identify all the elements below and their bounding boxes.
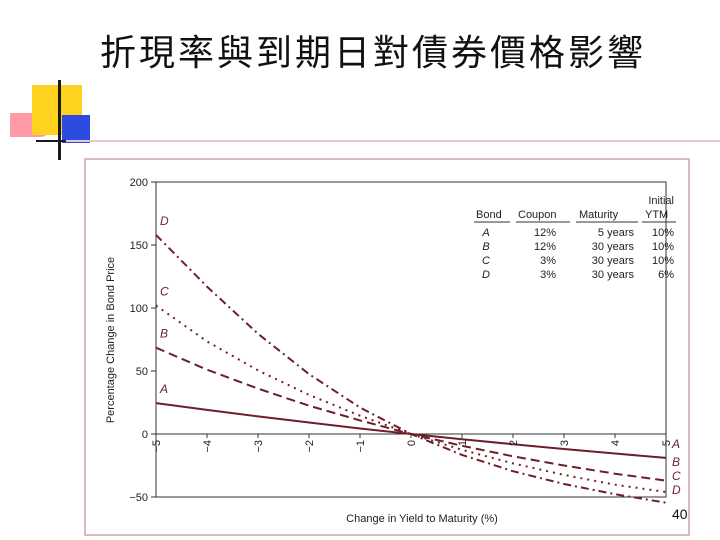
x-tick-label: −4 [202, 440, 214, 453]
x-tick-label: −2 [304, 440, 316, 453]
y-axis-title: Percentage Change in Bond Price [105, 257, 117, 423]
curve-label-left-D: D [160, 214, 169, 228]
table-cell: B [482, 241, 489, 253]
curve-C [155, 304, 667, 493]
chart-axes [155, 181, 667, 498]
table-header-initial: Initial [648, 195, 674, 207]
curve-A [155, 402, 667, 459]
x-tick-label: 0 [406, 440, 418, 446]
table-cell: 6% [658, 269, 674, 281]
table-header: Maturity [579, 209, 619, 221]
table-cell: 3% [540, 255, 556, 267]
x-tick-label: −5 [151, 440, 163, 453]
table-cell: 10% [652, 255, 674, 267]
table-cell: A [481, 227, 489, 239]
curve-label-right-B: B [672, 455, 680, 469]
y-tick-label: 100 [130, 303, 148, 315]
table-cell: 12% [534, 227, 556, 239]
bond-table: Initial Bond Coupon Maturity YTM A 12% 5 years 1… [474, 195, 676, 281]
table-header: Bond [476, 209, 502, 221]
plot-frame [155, 181, 667, 498]
y-tick-label: −50 [129, 492, 148, 504]
y-tick-label: 200 [130, 177, 148, 189]
y-tick-label: 150 [130, 240, 148, 252]
chart-ticks: 200 150 100 50 0 −50 −5 −4 −3 −2 −1 0 1 2 3 4 5 [129, 177, 673, 504]
x-tick-label: 4 [610, 440, 622, 446]
table-header: YTM [645, 209, 668, 221]
title-underline [36, 140, 720, 142]
curve-label-right-D: D [672, 483, 681, 497]
slide-title: 折現率與到期日對債券價格影響 [100, 33, 647, 74]
decor-vertical-line [58, 80, 61, 160]
table-header: Coupon [518, 209, 557, 221]
table-cell: 10% [652, 227, 674, 239]
curve-label-left-A: A [159, 382, 168, 396]
curve-label-left-C: C [160, 284, 169, 298]
x-axis-title: Change in Yield to Maturity (%) [346, 513, 498, 525]
table-cell: D [482, 269, 490, 281]
curve-label-right-A: A [671, 437, 680, 451]
title-underline-accent [36, 140, 66, 142]
table-cell: 3% [540, 269, 556, 281]
table-cell: 30 years [592, 241, 635, 253]
x-tick-label: 5 [661, 440, 673, 446]
page-number: 40 [672, 506, 688, 522]
table-cell: 30 years [592, 255, 635, 267]
x-tick-label: −3 [253, 440, 265, 453]
decor-blue-square [62, 115, 90, 143]
table-cell: 5 years [598, 227, 635, 239]
x-tick-label: 1 [457, 440, 469, 446]
y-tick-label: 50 [136, 366, 148, 378]
table-cell: 30 years [592, 269, 635, 281]
curve-label-right-C: C [672, 469, 681, 483]
table-cell: 10% [652, 241, 674, 253]
x-tick-label: −1 [355, 440, 367, 453]
curve-D [155, 234, 667, 504]
table-cell: C [482, 255, 490, 267]
x-tick-label: 3 [559, 440, 571, 446]
y-tick-label: 0 [142, 429, 148, 441]
x-tick-label: 2 [508, 440, 520, 446]
curve-label-left-B: B [160, 327, 168, 341]
table-cell: 12% [534, 241, 556, 253]
